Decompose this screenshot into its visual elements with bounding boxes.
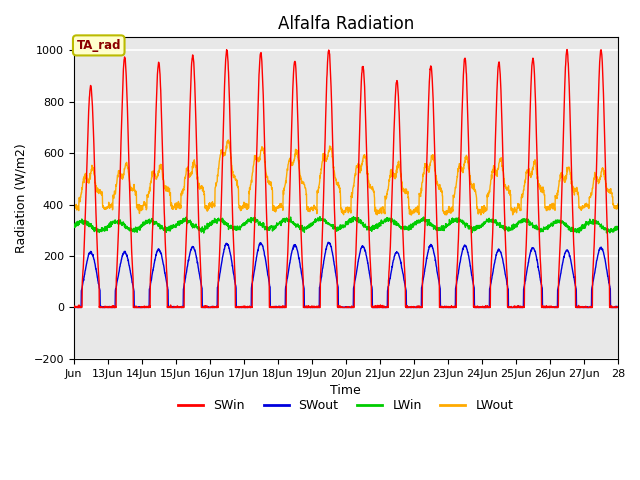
Title: Alfalfa Radiation: Alfalfa Radiation xyxy=(278,15,414,33)
Y-axis label: Radiation (W/m2): Radiation (W/m2) xyxy=(15,143,28,253)
Legend: SWin, SWout, LWin, LWout: SWin, SWout, LWin, LWout xyxy=(173,394,518,417)
X-axis label: Time: Time xyxy=(330,384,361,397)
Text: TA_rad: TA_rad xyxy=(77,39,121,52)
